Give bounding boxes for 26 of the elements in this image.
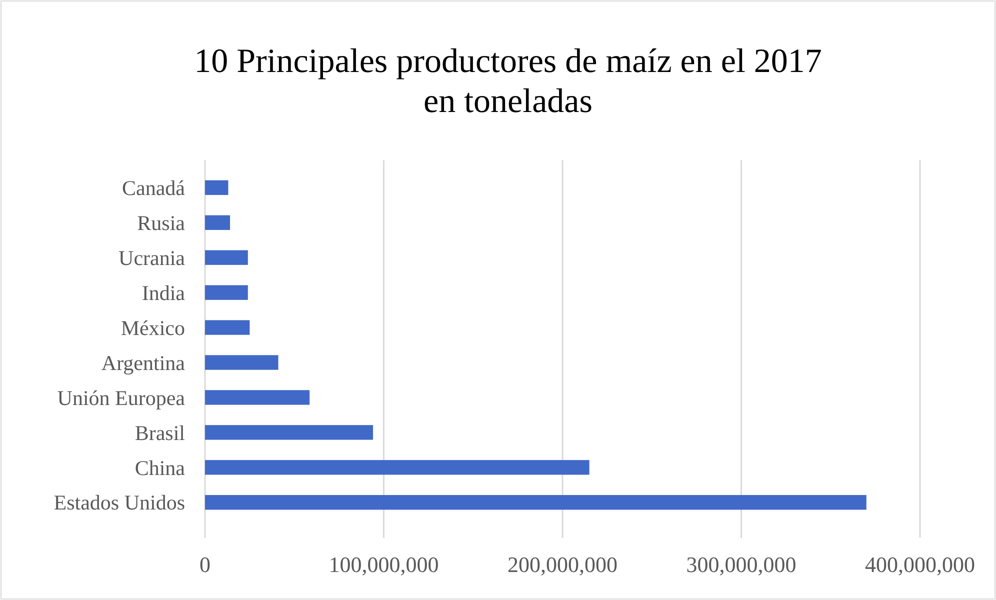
- bar: [205, 250, 248, 265]
- x-tick-label: 300,000,000: [686, 552, 796, 577]
- y-tick-label: México: [120, 316, 185, 340]
- bar: [205, 355, 278, 370]
- y-tick-label: Ucrania: [118, 246, 186, 270]
- bar: [205, 495, 866, 510]
- y-tick-label: China: [134, 456, 186, 480]
- y-tick-label: India: [142, 280, 186, 305]
- y-tick-label: Canadá: [122, 176, 186, 200]
- bar: [205, 425, 374, 440]
- bar: [205, 390, 310, 405]
- x-tick-label: 400,000,000: [865, 552, 975, 577]
- y-tick-label: Rusia: [137, 210, 186, 235]
- bar: [205, 215, 230, 230]
- y-tick-label: Brasil: [134, 420, 186, 445]
- y-tick-label: Argentina: [101, 350, 186, 375]
- bar: [205, 460, 590, 475]
- bar: [205, 285, 248, 300]
- x-tick-label: 100,000,000: [328, 552, 439, 577]
- y-tick-label: Estados Unidos: [54, 490, 185, 515]
- bar: [205, 180, 228, 195]
- chart-title: 10 Principales productores de maíz en el 2017 en toneladas: [194, 43, 822, 120]
- bar: [205, 320, 250, 335]
- x-tick-label: 0: [200, 552, 210, 577]
- y-tick-label: Unión Europea: [57, 386, 186, 410]
- x-tick-label: 200,000,000: [508, 552, 618, 577]
